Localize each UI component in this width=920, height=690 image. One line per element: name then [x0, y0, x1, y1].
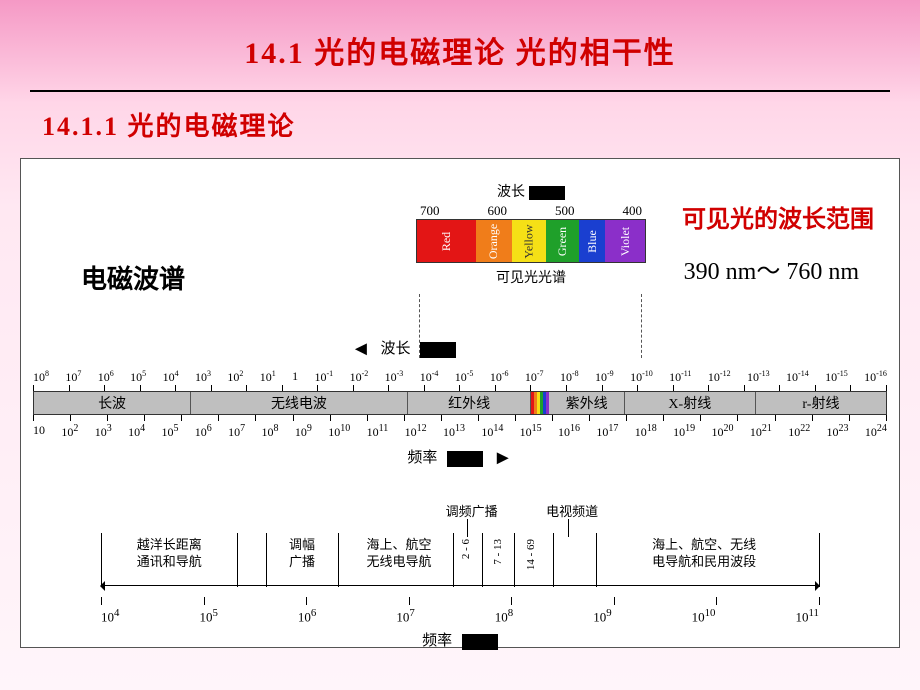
- detail-freq-ticks: 10410510610710810910101011: [101, 607, 819, 625]
- page-title: 14.1 光的电磁理论 光的相干性: [0, 0, 920, 72]
- section-subtitle: 14.1.1 光的电磁理论: [42, 106, 920, 143]
- blackout-box: [447, 451, 483, 467]
- detail-segment-labels: 越洋长距离通讯和导航调幅广播海上、航空无线电导航2 - 67 - 1314 - …: [101, 537, 819, 577]
- em-spectrum-label: 电磁波谱: [81, 259, 185, 296]
- frequency-text-2: 频率: [422, 633, 452, 649]
- detail-arrow-line: [101, 585, 819, 586]
- freq-label-row: 频率 ►: [33, 446, 887, 470]
- freq-tick-marks: [33, 415, 887, 421]
- detail-tick-marks: [101, 597, 819, 605]
- spectrum-diagram: 电磁波谱 可见光的波长范围 390 nm～ 760 nm 波长 70060050…: [20, 158, 900, 648]
- wavelength-text: 波长: [497, 185, 525, 200]
- title-divider: [30, 90, 890, 92]
- frequency-text: 频率: [407, 450, 437, 466]
- wavelength-text-2: 波长: [381, 341, 411, 357]
- visible-range-value: 390 nm～ 760 nm: [684, 251, 859, 286]
- radio-detail-scale: 调频广播电视频道 越洋长距离通讯和导航调幅广播海上、航空无线电导航2 - 67 …: [101, 501, 819, 650]
- blackout-box: [462, 634, 498, 650]
- visible-caption: 可见光光谱: [416, 267, 646, 287]
- blackout-box: [529, 186, 565, 200]
- detail-bar: 越洋长距离通讯和导航调幅广播海上、航空无线电导航2 - 67 - 1314 - …: [101, 537, 819, 573]
- frequency-scale: 1010210310410510610710810910101011101210…: [33, 423, 887, 440]
- detail-upper-labels: 调频广播电视频道: [101, 501, 819, 537]
- visible-range-title: 可见光的波长范围: [682, 199, 874, 234]
- visible-ticks: 700600500400: [416, 203, 646, 219]
- left-arrow-icon: ◄: [351, 338, 371, 360]
- vis-wavelength-label: 波长: [416, 181, 646, 201]
- blackout-box: [420, 342, 456, 358]
- spectrum-band-bar: 长波无线电波红外线紫外线X-射线r-射线: [33, 391, 887, 415]
- wavelength-arrow-row: ◄ 波长: [351, 337, 456, 361]
- main-spectrum-scale: 108107106105104103102101110-110-210-310-…: [33, 369, 887, 470]
- visible-spectrum-block: 波长 700600500400 RedOrangeYellowGreenBlue…: [416, 181, 646, 287]
- detail-freq-label: 频率: [101, 629, 819, 650]
- wavelength-scale: 108107106105104103102101110-110-210-310-…: [33, 369, 887, 385]
- dash-line-right: [641, 294, 642, 358]
- right-arrow-icon: ►: [493, 447, 513, 469]
- visible-spectrum-bar: RedOrangeYellowGreenBlueViolet: [416, 219, 646, 263]
